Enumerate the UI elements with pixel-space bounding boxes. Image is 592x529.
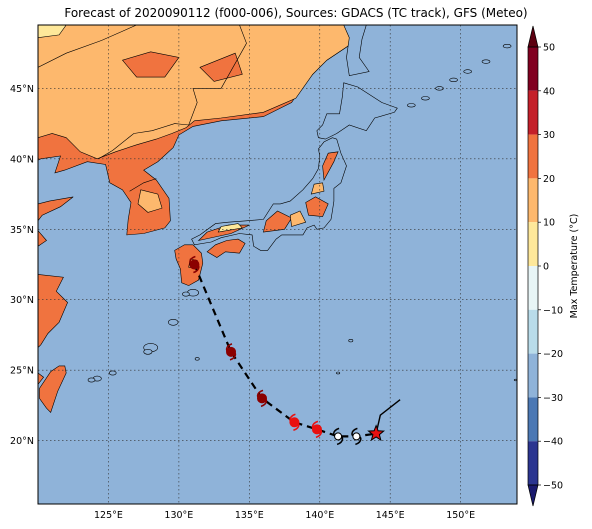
colorbar-tick-label: 20 bbox=[543, 174, 555, 185]
map-area bbox=[38, 25, 517, 504]
colorbar-label: Max Temperature (°C) bbox=[569, 214, 580, 319]
small-island bbox=[194, 357, 200, 361]
cyclone-symbol bbox=[311, 420, 323, 439]
cyclone-center bbox=[226, 346, 237, 357]
lat-tick-label: 20°N bbox=[10, 436, 34, 447]
colorbar-tick-label: 40 bbox=[543, 86, 555, 97]
colorbar-band bbox=[528, 353, 538, 398]
lon-tick-label: 145°E bbox=[376, 510, 405, 521]
colorbar-band bbox=[528, 397, 538, 442]
colorbar-tick-label: −40 bbox=[543, 437, 563, 448]
taiwan bbox=[39, 365, 67, 413]
small-island bbox=[168, 318, 179, 326]
lat-tick-label: 35°N bbox=[10, 225, 34, 236]
colorbar-tick-label: −20 bbox=[543, 349, 563, 360]
land-layer bbox=[38, 25, 398, 413]
small-island bbox=[87, 377, 96, 383]
colorbar-tick-label: −30 bbox=[543, 393, 563, 404]
lon-tick-label: 125°E bbox=[94, 510, 123, 521]
coastlines bbox=[38, 25, 517, 383]
country-border bbox=[98, 123, 189, 160]
mainland-warm-patch bbox=[121, 51, 180, 78]
shikoku bbox=[206, 238, 246, 258]
mainland-mild-corner bbox=[38, 25, 67, 39]
lon-tick-label: 140°E bbox=[305, 510, 334, 521]
cyclone-symbol bbox=[351, 427, 362, 446]
kuril-island bbox=[421, 96, 430, 101]
map-frame bbox=[37, 24, 518, 505]
kuril-island bbox=[481, 59, 491, 64]
colorbar-tick-label: −10 bbox=[543, 305, 563, 316]
colorbar-band bbox=[528, 47, 538, 91]
lat-tick-label: 45°N bbox=[10, 84, 34, 95]
colorbar-band bbox=[528, 266, 538, 310]
kanto-warm bbox=[305, 196, 329, 217]
current-position-star bbox=[367, 424, 386, 442]
cyclone-symbol bbox=[225, 343, 237, 361]
hokkaido bbox=[316, 82, 398, 140]
cyclone-symbol bbox=[189, 255, 200, 274]
honshu bbox=[191, 137, 347, 251]
colorbar-band bbox=[528, 90, 538, 135]
cyclone-center bbox=[334, 432, 343, 441]
kuril-island bbox=[463, 69, 473, 74]
colorbar-extend-min bbox=[527, 484, 539, 507]
small-island bbox=[108, 370, 117, 376]
colorbar-band bbox=[528, 178, 538, 223]
kuril-island bbox=[502, 43, 512, 49]
colorbar-tick-label: 30 bbox=[543, 130, 555, 141]
colorbar-band bbox=[528, 134, 538, 179]
korea-cool bbox=[137, 189, 163, 213]
axis-ticks: 125°E 130°E 135°E 140°E 145°E 150°E 20°N 25°N 30… bbox=[10, 84, 475, 521]
cyclone-symbol bbox=[289, 413, 300, 432]
small-island bbox=[182, 291, 190, 297]
chubu-warm bbox=[263, 210, 293, 233]
colorbar-band bbox=[528, 222, 538, 266]
cyclone-track bbox=[189, 255, 401, 446]
small-island bbox=[143, 348, 153, 355]
colorbar: 50 40 30 20 10 0 −10 −20 −30 −40 −50 Max Temperatur… bbox=[527, 25, 580, 507]
country-border bbox=[129, 178, 157, 192]
colorbar-band bbox=[528, 309, 538, 354]
china-coast bbox=[38, 274, 68, 349]
cyclone-center bbox=[257, 393, 268, 404]
colorbar-band bbox=[528, 441, 538, 485]
cyclone-center bbox=[289, 417, 300, 428]
lat-tick-label: 25°N bbox=[10, 366, 34, 377]
colorbar-tick-label: 10 bbox=[543, 218, 555, 229]
colorbar-tick-label: 0 bbox=[543, 262, 549, 273]
colorbar-extend-max bbox=[527, 25, 539, 48]
lon-tick-label: 135°E bbox=[235, 510, 264, 521]
lat-tick-label: 30°N bbox=[10, 295, 34, 306]
kuril-island bbox=[406, 103, 416, 108]
alps-cool bbox=[289, 210, 307, 227]
cyclone-center bbox=[189, 259, 200, 270]
lat-tick-label: 40°N bbox=[10, 154, 34, 165]
colorbar-tick-label: 50 bbox=[543, 43, 555, 54]
past-track-line bbox=[375, 399, 401, 434]
mainland-cool-band bbox=[38, 25, 363, 160]
lon-tick-label: 150°E bbox=[446, 510, 475, 521]
cyclone-center bbox=[311, 424, 322, 435]
country-border bbox=[38, 25, 137, 68]
shandong bbox=[38, 196, 74, 222]
small-island bbox=[336, 371, 341, 375]
lon-tick-label: 130°E bbox=[164, 510, 193, 521]
cyclone-symbol bbox=[332, 427, 344, 446]
tohoku-cool bbox=[310, 182, 325, 195]
fujian-coast bbox=[38, 372, 45, 385]
map-title: Forecast of 2020090112 (f000-006), Sourc… bbox=[64, 6, 528, 20]
colorbar-tick-label: −50 bbox=[543, 481, 563, 492]
cyclone-symbol bbox=[256, 389, 268, 408]
cyclone-center bbox=[352, 432, 361, 441]
sakhalin bbox=[343, 25, 370, 77]
jiangsu-coast bbox=[38, 230, 47, 247]
mainland-warm-patch-2 bbox=[199, 52, 243, 82]
kuril-island bbox=[449, 77, 458, 82]
small-island bbox=[348, 339, 354, 343]
